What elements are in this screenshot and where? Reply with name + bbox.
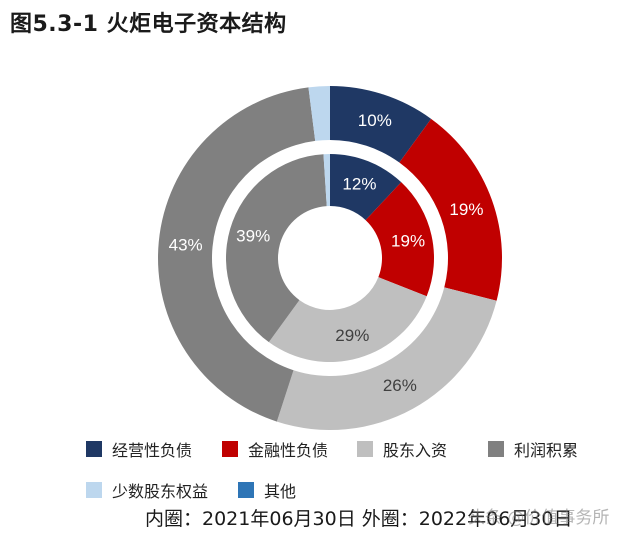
inner-label-0: 12% — [342, 175, 376, 194]
outer-label-2: 26% — [383, 376, 417, 395]
legend-label: 经营性负债 — [112, 441, 193, 460]
watermark: 头条 @价值事务所 — [468, 508, 610, 528]
outer-label-0: 10% — [358, 111, 392, 130]
legend-label: 少数股东权益 — [112, 482, 209, 501]
inner-label-1: 19% — [391, 232, 425, 251]
inner-slice-4 — [323, 154, 330, 207]
legend-item: 经营性负债 — [86, 437, 192, 461]
outer-slice-4 — [308, 86, 330, 141]
legend-item: 股东入资 — [357, 437, 447, 461]
outer-slice-0 — [330, 86, 432, 163]
legend-swatch — [222, 441, 238, 457]
outer-slice-3 — [158, 87, 316, 422]
inner-slice-0 — [330, 154, 402, 221]
outer-slice-2 — [276, 287, 497, 430]
legend-swatch — [86, 482, 102, 498]
legend-label: 股东入资 — [383, 441, 448, 460]
legend-item: 其他 — [238, 478, 296, 502]
legend-item: 利润积累 — [488, 437, 578, 461]
inner-label-2: 29% — [335, 326, 369, 345]
outer-label-1: 19% — [449, 200, 483, 219]
chart-title: 图5.3-1 火炬电子资本结构 — [10, 12, 287, 37]
inner-label-3: 39% — [236, 227, 270, 246]
legend-label: 其他 — [264, 482, 297, 501]
legend-swatch — [357, 441, 373, 457]
inner-slice-1 — [365, 182, 434, 297]
legend-swatch — [488, 441, 504, 457]
outer-slice-1 — [399, 118, 502, 301]
legend-item: 金融性负债 — [222, 437, 328, 461]
legend-swatch — [86, 441, 102, 457]
inner-slice-2 — [268, 277, 427, 362]
legend-label: 金融性负债 — [248, 441, 329, 460]
chart-caption: 内圈：2021年06月30日 外圈：2022年06月30日 — [145, 508, 573, 530]
inner-slice-3 — [225, 154, 327, 343]
legend-swatch — [238, 482, 254, 498]
outer-label-3: 43% — [169, 235, 203, 254]
legend-item: 少数股东权益 — [86, 478, 208, 502]
legend-label: 利润积累 — [514, 441, 579, 460]
